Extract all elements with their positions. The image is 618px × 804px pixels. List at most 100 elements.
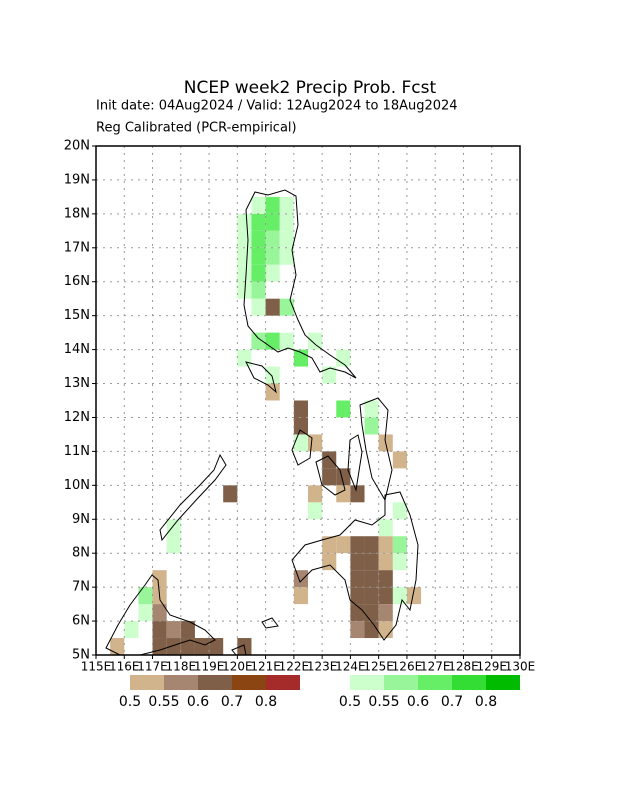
legend-label: 0.6: [187, 694, 209, 710]
prob-cell: [392, 502, 407, 520]
prob-cell: [237, 349, 252, 367]
x-tick-label: 120E: [222, 660, 253, 674]
prob-cell: [392, 451, 407, 469]
prob-cell: [237, 247, 252, 265]
x-tick-label: 119E: [194, 660, 225, 674]
x-tick-label: 121E: [250, 660, 281, 674]
prob-cell: [350, 485, 365, 503]
prob-cell: [166, 536, 181, 554]
coastline: [347, 434, 363, 492]
prob-cell: [336, 468, 351, 486]
coastline: [315, 455, 346, 496]
prob-cell: [293, 417, 308, 435]
prob-cell: [378, 604, 393, 622]
prob-cell: [364, 570, 379, 588]
y-tick-label: 11N: [64, 444, 90, 459]
prob-cell: [237, 264, 252, 282]
prob-cell: [110, 638, 125, 655]
prob-cell: [180, 621, 195, 639]
legend-swatch: [418, 675, 452, 690]
legend-swatch: [232, 675, 266, 690]
legend-label: 0.6: [407, 694, 429, 710]
y-tick-label: 6N: [72, 614, 90, 629]
prob-cell: [237, 281, 252, 299]
prob-cell: [138, 604, 153, 622]
prob-cell: [364, 553, 379, 571]
coastline: [359, 397, 393, 502]
prob-cell: [265, 298, 280, 316]
prob-cell: [322, 451, 337, 469]
prob-cell: [265, 247, 280, 265]
y-tick-label: 13N: [64, 376, 90, 391]
prob-cell: [265, 366, 280, 384]
prob-cell: [336, 536, 351, 554]
prob-cell: [194, 638, 210, 655]
prob-cell: [308, 502, 323, 520]
y-tick-label: 17N: [64, 240, 90, 255]
prob-cell: [166, 519, 181, 537]
y-tick-label: 5N: [72, 648, 90, 663]
prob-cell: [279, 196, 294, 214]
x-tick-label: 123E: [307, 660, 338, 674]
prob-cell: [251, 332, 266, 350]
prob-cell: [166, 621, 181, 639]
prob-cell: [378, 570, 393, 588]
prob-cell: [166, 638, 181, 655]
y-tick-label: 7N: [72, 580, 90, 595]
prob-cell: [378, 587, 393, 605]
x-tick-label: 116E: [109, 660, 140, 674]
legend-swatch: [350, 675, 384, 690]
x-tick-label: 127E: [420, 660, 451, 674]
prob-cell: [308, 485, 323, 503]
prob-cell: [364, 400, 379, 418]
y-tick-label: 16N: [64, 274, 90, 289]
legend-label: 0.7: [221, 694, 243, 710]
coastline: [159, 453, 227, 542]
prob-cell: [251, 247, 266, 265]
prob-cell: [364, 536, 379, 554]
coastline: [261, 617, 279, 629]
prob-cell: [293, 434, 308, 452]
subtitle: Init date: 04Aug2024 / Valid: 12Aug2024 …: [96, 99, 458, 114]
prob-cell: [251, 196, 266, 214]
coastline: [243, 189, 357, 379]
prob-cell: [279, 247, 294, 265]
prob-cell: [336, 400, 351, 418]
prob-cell: [152, 570, 167, 588]
y-tick-label: 14N: [64, 342, 90, 357]
prob-cell: [265, 332, 280, 350]
prob-cell: [251, 298, 266, 316]
prob-cell: [293, 400, 308, 418]
prob-cell: [392, 536, 407, 554]
coastline: [105, 574, 216, 656]
legend-label: 0.55: [148, 694, 179, 710]
legend-swatch: [164, 675, 198, 690]
y-tick-label: 10N: [64, 478, 90, 493]
prob-cell: [209, 638, 224, 655]
prob-cell: [293, 570, 308, 588]
prob-cell: [350, 621, 365, 639]
legend-label: 0.8: [255, 694, 277, 710]
prob-cell: [293, 587, 308, 605]
prob-cell: [251, 213, 266, 231]
title: NCEP week2 Precip Prob. Fcst: [184, 78, 437, 98]
prob-cell: [364, 587, 379, 605]
prob-cell: [322, 553, 337, 571]
legend-label: 0.8: [475, 694, 497, 710]
coastline: [291, 491, 419, 641]
legend-swatch: [384, 675, 418, 690]
coastline: [245, 361, 277, 394]
prob-cell: [265, 264, 280, 282]
prob-cell: [265, 383, 280, 401]
legend-label: 0.7: [441, 694, 463, 710]
prob-cell: [364, 417, 379, 435]
x-tick-label: 128E: [448, 660, 479, 674]
y-tick-label: 12N: [64, 410, 90, 425]
prob-cell: [279, 213, 294, 231]
prob-cell: [237, 213, 252, 231]
y-tick-label: 9N: [72, 512, 90, 527]
legend-label: 0.55: [368, 694, 399, 710]
legend-label: 0.5: [339, 694, 361, 710]
